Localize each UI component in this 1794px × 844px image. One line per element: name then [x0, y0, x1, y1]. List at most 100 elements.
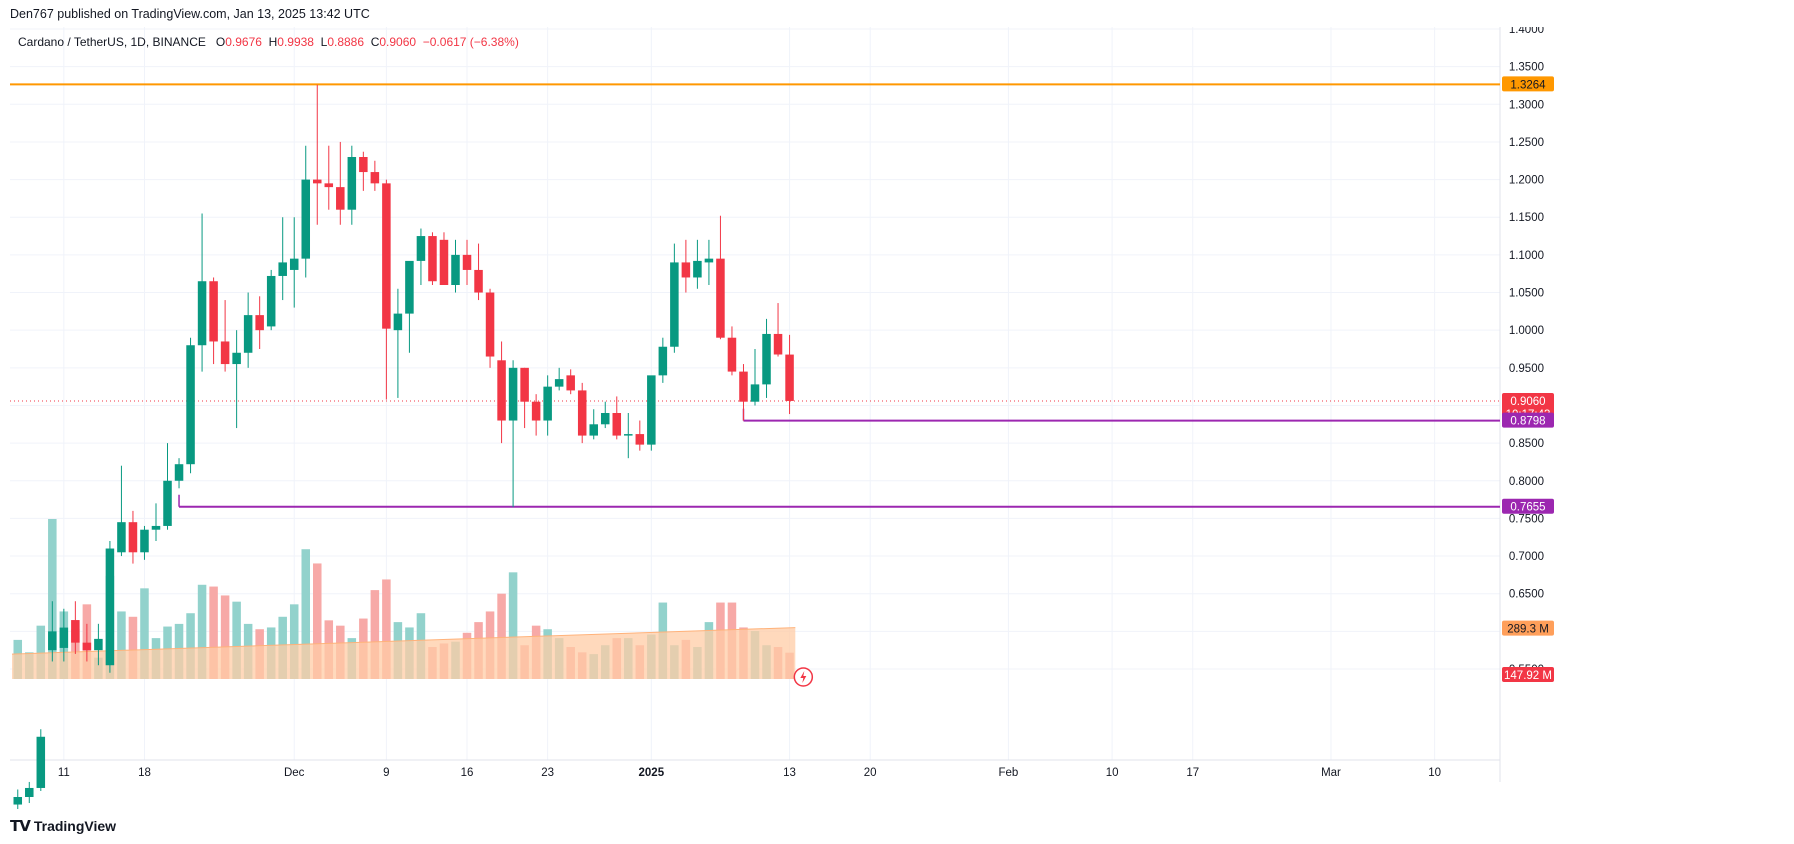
- candle: [220, 300, 230, 372]
- x-tick-label: 9: [383, 767, 389, 779]
- candle-body: [313, 179, 322, 184]
- candle-body: [128, 522, 138, 553]
- candle-body: [382, 183, 391, 329]
- candle: [255, 296, 264, 349]
- candle-body: [255, 315, 264, 331]
- candle: [59, 608, 69, 662]
- x-tick-label: 16: [461, 767, 474, 779]
- tradingview-logo-text: TradingView: [33, 818, 117, 834]
- candle: [704, 239, 714, 285]
- candle-body: [59, 627, 69, 648]
- candle: [163, 443, 172, 530]
- current-price-tag-text: 0.9060: [1510, 396, 1545, 408]
- candle: [82, 623, 92, 662]
- volume-bar: [370, 590, 380, 679]
- candle-body: [13, 797, 23, 805]
- volume-bar: [382, 579, 391, 679]
- volume-ma-line: [11, 627, 796, 655]
- candle-body: [485, 292, 495, 357]
- candle-body: [220, 341, 230, 365]
- candle: [71, 601, 80, 654]
- y-tick-label: 0.8000: [1509, 476, 1544, 488]
- candle-body: [508, 367, 518, 421]
- candle-body: [324, 183, 334, 188]
- candle-body: [151, 525, 161, 530]
- volume-bar: [48, 519, 57, 679]
- legend-low-value: 0.8886: [327, 35, 365, 49]
- candle: [313, 84, 322, 225]
- volume-bar: [209, 586, 218, 679]
- candle-body: [474, 269, 483, 293]
- candle-body: [105, 548, 115, 666]
- candle: [497, 341, 506, 444]
- candle-body: [693, 260, 702, 278]
- y-tick-label: 1.3500: [1509, 62, 1544, 74]
- candle: [13, 789, 23, 813]
- y-tick-label: 0.6500: [1509, 589, 1544, 601]
- candle: [232, 330, 241, 429]
- volume-bar: [232, 601, 241, 679]
- candle: [474, 243, 483, 301]
- candles: [13, 84, 794, 813]
- candle-body: [451, 254, 460, 285]
- candle-body: [370, 172, 380, 184]
- time-axis[interactable]: 11 18 Dec 9 16 23 2025 13 20 Feb 10 17 Mar 10: [58, 767, 1441, 779]
- candle-body: [266, 275, 276, 327]
- candle-body: [704, 258, 714, 263]
- x-tick-label: 10: [1428, 767, 1441, 779]
- candle: [48, 601, 57, 662]
- x-tick-label: 18: [138, 767, 151, 779]
- candle: [25, 781, 34, 804]
- volume-ma-tag-bg: [1502, 620, 1554, 636]
- candle-body: [670, 262, 679, 347]
- candle: [416, 228, 426, 285]
- candle: [370, 160, 380, 191]
- candle: [174, 458, 184, 489]
- candle-body: [785, 354, 794, 401]
- x-tick-label: 13: [783, 767, 796, 779]
- volume-bar: [36, 625, 46, 679]
- volume-bar: [508, 572, 518, 679]
- chart-frame[interactable]: 1.4000 1.3500 1.3000 1.2500 1.2000 1.1500 1.10…: [10, 24, 1718, 813]
- candle: [439, 232, 449, 285]
- support-lower-tag-bg: [1502, 498, 1554, 514]
- candle-body: [347, 157, 357, 210]
- publish-caption: Den767 published on TradingView.com, Jan…: [10, 7, 370, 21]
- candle-body: [197, 281, 207, 346]
- x-tick-label: 20: [864, 767, 877, 779]
- candle: [762, 318, 771, 398]
- x-tick-label: 17: [1186, 767, 1199, 779]
- candle-body: [681, 262, 691, 278]
- chart-legend: Cardano / TetherUS, 1D, BINANCE O0.9676 …: [18, 35, 519, 49]
- candle-body: [462, 254, 472, 270]
- candle: [624, 413, 633, 459]
- tradingview-logo[interactable]: 𝗧𝗩 TradingView: [10, 817, 116, 835]
- candle: [589, 409, 598, 440]
- candle: [693, 239, 702, 289]
- candle: [554, 367, 564, 391]
- candle: [543, 375, 552, 436]
- candle-body: [209, 281, 218, 342]
- candle-body: [232, 352, 241, 365]
- candlestick-chart[interactable]: 1.4000 1.3500 1.3000 1.2500 1.2000 1.1500 1.10…: [10, 24, 1718, 813]
- candle-body: [94, 638, 103, 651]
- candle-body: [186, 345, 195, 465]
- candle: [566, 369, 575, 395]
- candle-body: [600, 413, 610, 425]
- candle: [140, 525, 149, 560]
- y-tick-label: 1.0500: [1509, 288, 1544, 300]
- support-lower-tag-text: 0.7655: [1510, 502, 1545, 514]
- candle: [336, 141, 345, 225]
- lightning-bolt-icon: [800, 671, 807, 683]
- candle: [278, 217, 287, 301]
- candle: [716, 215, 725, 340]
- price-axis[interactable]: 1.4000 1.3500 1.3000 1.2500 1.2000 1.1500 1.10…: [1509, 24, 1544, 676]
- y-tick-label: 1.4000: [1509, 27, 1544, 36]
- volume-bar: [289, 604, 299, 679]
- candle-body: [635, 434, 645, 445]
- candle-body: [543, 386, 552, 421]
- y-tick-label: 1.3000: [1509, 99, 1544, 111]
- candle: [151, 503, 161, 541]
- candle: [128, 510, 138, 564]
- candle-body: [163, 480, 172, 526]
